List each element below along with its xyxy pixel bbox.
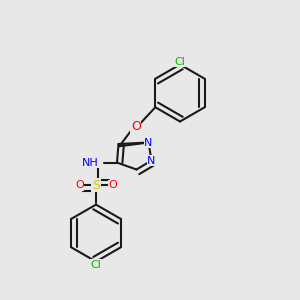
Text: NH: NH xyxy=(82,158,99,168)
Text: S: S xyxy=(92,178,100,192)
Text: N: N xyxy=(147,155,156,166)
Text: O: O xyxy=(108,180,117,190)
Text: Cl: Cl xyxy=(91,260,101,270)
Text: O: O xyxy=(131,120,141,133)
Text: O: O xyxy=(75,180,84,190)
Text: Cl: Cl xyxy=(175,56,185,67)
Text: N: N xyxy=(144,137,153,148)
